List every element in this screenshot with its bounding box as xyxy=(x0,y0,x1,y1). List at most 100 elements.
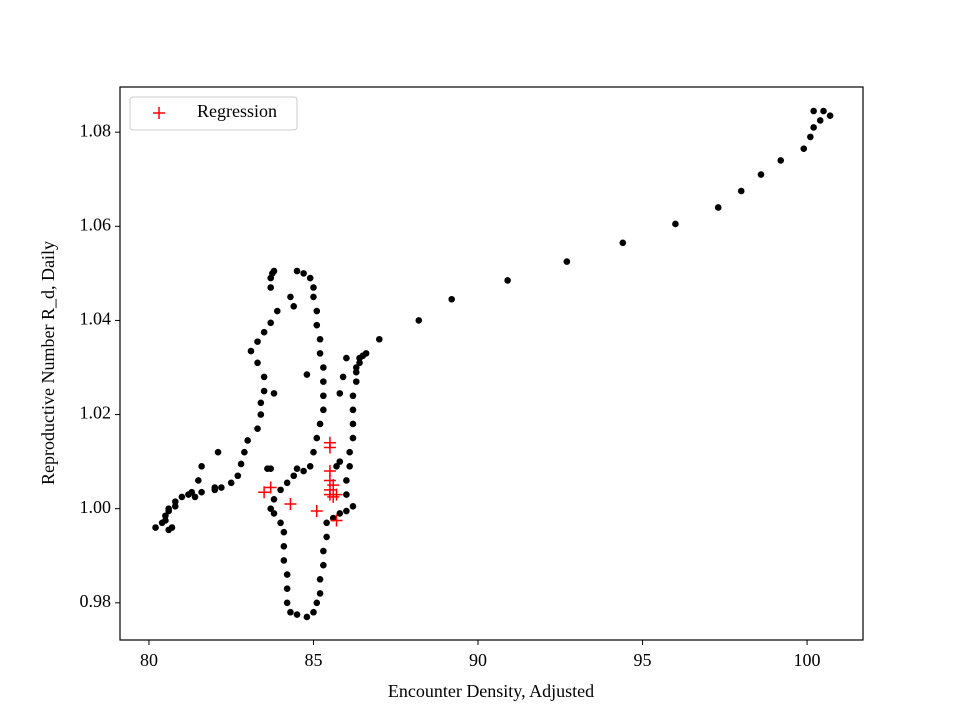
dot-marker xyxy=(260,373,268,381)
dot-marker xyxy=(270,390,278,397)
y-tick-label: 1.02 xyxy=(80,403,112,423)
dot-marker xyxy=(810,107,817,115)
dot-marker xyxy=(165,507,172,515)
dot-marker xyxy=(800,145,808,152)
dot-marker xyxy=(254,359,261,367)
dot-marker xyxy=(277,519,284,527)
x-tick-label: 95 xyxy=(634,650,652,670)
dot-marker xyxy=(162,517,169,524)
dot-marker xyxy=(198,488,205,496)
dot-marker xyxy=(280,528,288,536)
dot-marker xyxy=(277,486,284,494)
dot-marker xyxy=(316,575,324,583)
dot-marker xyxy=(807,133,814,141)
dot-marker xyxy=(320,392,327,400)
dot-marker xyxy=(714,204,722,211)
dot-marker xyxy=(310,448,317,456)
dot-marker xyxy=(343,477,350,484)
dot-marker xyxy=(211,484,219,491)
dot-marker xyxy=(273,307,281,315)
dot-marker xyxy=(757,171,765,178)
dot-marker xyxy=(214,448,222,456)
dot-marker xyxy=(303,613,311,621)
plus-marker xyxy=(284,497,297,510)
plus-marker xyxy=(330,488,343,501)
plus-marker xyxy=(264,481,277,494)
y-tick-label: 0.98 xyxy=(80,591,112,611)
dot-marker xyxy=(343,507,350,515)
dot-marker xyxy=(323,519,330,527)
dot-marker xyxy=(316,350,324,357)
plus-marker xyxy=(327,490,340,503)
dot-marker xyxy=(171,498,179,505)
dot-marker xyxy=(349,392,357,400)
dot-marker xyxy=(320,364,327,371)
dot-marker xyxy=(267,284,275,291)
dot-marker xyxy=(336,390,344,397)
dot-marker xyxy=(254,338,261,345)
dot-marker xyxy=(280,543,288,550)
dot-marker xyxy=(349,420,357,428)
dot-marker xyxy=(270,495,278,503)
x-tick-label: 85 xyxy=(304,650,322,670)
dot-marker xyxy=(257,399,265,407)
dot-marker xyxy=(195,477,202,484)
dot-marker xyxy=(152,524,159,531)
legend-label: Regression xyxy=(197,101,277,121)
dot-marker xyxy=(165,526,172,534)
dot-marker xyxy=(247,347,255,355)
dot-marker xyxy=(241,448,248,456)
dot-marker xyxy=(320,406,327,414)
plus-marker xyxy=(330,514,343,527)
dot-marker xyxy=(303,371,311,378)
dot-marker xyxy=(188,488,196,496)
dot-marker xyxy=(270,510,278,517)
plot-frame xyxy=(119,86,864,641)
dot-marker xyxy=(313,321,321,329)
dot-marker xyxy=(300,467,307,475)
dot-marker xyxy=(349,434,357,442)
dot-marker xyxy=(267,465,275,472)
dot-marker xyxy=(415,317,423,324)
dot-marker xyxy=(283,599,291,607)
dot-marker xyxy=(504,277,511,284)
dot-marker xyxy=(339,373,347,381)
dot-marker xyxy=(283,479,291,487)
dot-marker xyxy=(310,293,317,301)
legend-box xyxy=(129,96,298,131)
dot-marker xyxy=(346,448,353,456)
dot-marker xyxy=(244,437,251,444)
dot-marker xyxy=(313,307,321,315)
dot-marker xyxy=(300,270,307,277)
x-tick-label: 100 xyxy=(794,650,821,670)
dot-marker xyxy=(737,187,745,195)
dot-marker xyxy=(672,220,679,228)
dot-marker xyxy=(313,599,321,607)
dot-marker xyxy=(816,117,824,124)
dot-marker xyxy=(290,472,298,480)
dot-marker xyxy=(310,608,317,616)
y-axis-label: Reproductive Number R_d, Daily xyxy=(38,241,58,485)
dot-marker xyxy=(198,463,205,470)
dot-marker xyxy=(349,406,357,414)
dot-marker xyxy=(283,571,291,578)
dot-marker xyxy=(619,239,627,247)
plus-marker xyxy=(323,441,336,454)
plus-marker xyxy=(153,107,165,119)
dot-marker xyxy=(287,608,294,616)
dot-marker xyxy=(563,258,571,265)
dot-marker xyxy=(336,458,344,465)
dot-marker xyxy=(356,354,363,362)
dot-marker xyxy=(343,491,350,498)
dot-marker xyxy=(320,561,327,569)
dot-marker xyxy=(234,472,242,480)
dot-marker xyxy=(191,493,199,501)
dot-marker xyxy=(826,112,834,120)
dot-marker xyxy=(320,547,327,555)
dot-marker xyxy=(343,354,350,362)
dot-marker xyxy=(777,157,785,164)
dot-marker xyxy=(293,611,301,618)
dot-marker xyxy=(254,425,261,432)
dot-marker xyxy=(336,510,344,517)
